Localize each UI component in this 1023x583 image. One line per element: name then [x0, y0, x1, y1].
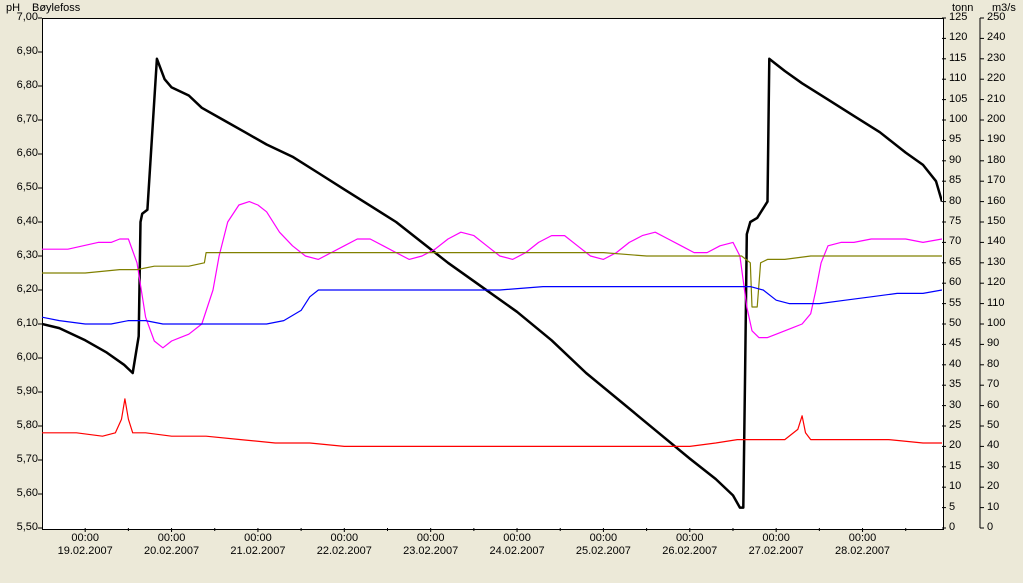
xtick: 00:0019.02.2007: [45, 532, 125, 558]
ytick-m3s: 50: [987, 419, 999, 431]
ytick-m3s: 250: [987, 11, 1005, 23]
ytick-ph: 5,70: [4, 453, 38, 465]
xtick: 00:0022.02.2007: [304, 532, 384, 558]
ytick-ph: 5,60: [4, 487, 38, 499]
ytick-ph: 6,50: [4, 181, 38, 193]
ytick-ph: 6,20: [4, 283, 38, 295]
ytick-ph: 5,50: [4, 521, 38, 533]
xtick: 00:0024.02.2007: [477, 532, 557, 558]
ytick-tonn: 70: [949, 235, 961, 247]
ytick-ph: 6,70: [4, 113, 38, 125]
xtick: 00:0027.02.2007: [736, 532, 816, 558]
ytick-m3s: 150: [987, 215, 1005, 227]
xtick: 00:0028.02.2007: [823, 532, 903, 558]
ytick-tonn: 85: [949, 174, 961, 186]
ytick-m3s: 160: [987, 195, 1005, 207]
ytick-ph: 6,10: [4, 317, 38, 329]
ytick-m3s: 140: [987, 235, 1005, 247]
ytick-m3s: 120: [987, 276, 1005, 288]
ytick-tonn: 5: [949, 501, 955, 513]
series-black: [42, 59, 942, 508]
ytick-m3s: 100: [987, 317, 1005, 329]
series-olive: [42, 253, 942, 307]
xtick: 00:0023.02.2007: [391, 532, 471, 558]
ytick-m3s: 30: [987, 460, 999, 472]
ytick-tonn: 90: [949, 154, 961, 166]
xtick: 00:0021.02.2007: [218, 532, 298, 558]
ytick-tonn: 105: [949, 93, 967, 105]
ytick-ph: 6,30: [4, 249, 38, 261]
ytick-tonn: 95: [949, 133, 961, 145]
ytick-ph: 6,60: [4, 147, 38, 159]
ytick-tonn: 60: [949, 276, 961, 288]
ytick-tonn: 50: [949, 317, 961, 329]
ytick-m3s: 240: [987, 31, 1005, 43]
xtick: 00:0025.02.2007: [563, 532, 643, 558]
xtick: 00:0020.02.2007: [132, 532, 212, 558]
ytick-ph: 7,00: [4, 11, 38, 23]
ytick-tonn: 100: [949, 113, 967, 125]
ytick-tonn: 45: [949, 337, 961, 349]
ytick-tonn: 15: [949, 460, 961, 472]
ytick-ph: 5,90: [4, 385, 38, 397]
ytick-m3s: 210: [987, 93, 1005, 105]
ytick-tonn: 125: [949, 11, 967, 23]
ytick-m3s: 0: [987, 521, 993, 533]
ytick-m3s: 20: [987, 480, 999, 492]
ytick-m3s: 180: [987, 154, 1005, 166]
ytick-tonn: 65: [949, 256, 961, 268]
ytick-tonn: 115: [949, 52, 967, 64]
xtick: 00:0026.02.2007: [650, 532, 730, 558]
ytick-m3s: 90: [987, 337, 999, 349]
ytick-tonn: 40: [949, 358, 961, 370]
ytick-tonn: 30: [949, 399, 961, 411]
ytick-tonn: 110: [949, 72, 967, 84]
chart-svg: [0, 0, 1023, 583]
ytick-m3s: 170: [987, 174, 1005, 186]
ytick-m3s: 220: [987, 72, 1005, 84]
ytick-m3s: 230: [987, 52, 1005, 64]
ytick-tonn: 35: [949, 378, 961, 390]
series-magenta: [42, 202, 942, 348]
chart-page: { "title": "Bøylefoss", "background_colo…: [0, 0, 1023, 583]
ytick-tonn: 80: [949, 195, 961, 207]
ytick-tonn: 55: [949, 297, 961, 309]
ytick-tonn: 20: [949, 439, 961, 451]
ytick-tonn: 10: [949, 480, 961, 492]
ytick-m3s: 130: [987, 256, 1005, 268]
ytick-ph: 6,00: [4, 351, 38, 363]
ytick-m3s: 200: [987, 113, 1005, 125]
ytick-m3s: 70: [987, 378, 999, 390]
ytick-m3s: 60: [987, 399, 999, 411]
ytick-tonn: 120: [949, 31, 967, 43]
ytick-tonn: 0: [949, 521, 955, 533]
ytick-ph: 5,80: [4, 419, 38, 431]
series-red: [42, 399, 942, 447]
ytick-m3s: 40: [987, 439, 999, 451]
ytick-m3s: 190: [987, 133, 1005, 145]
ytick-ph: 6,80: [4, 79, 38, 91]
ytick-tonn: 25: [949, 419, 961, 431]
ytick-m3s: 10: [987, 501, 999, 513]
ytick-ph: 6,40: [4, 215, 38, 227]
ytick-tonn: 75: [949, 215, 961, 227]
ytick-m3s: 110: [987, 297, 1005, 309]
ytick-ph: 6,90: [4, 45, 38, 57]
ytick-m3s: 80: [987, 358, 999, 370]
